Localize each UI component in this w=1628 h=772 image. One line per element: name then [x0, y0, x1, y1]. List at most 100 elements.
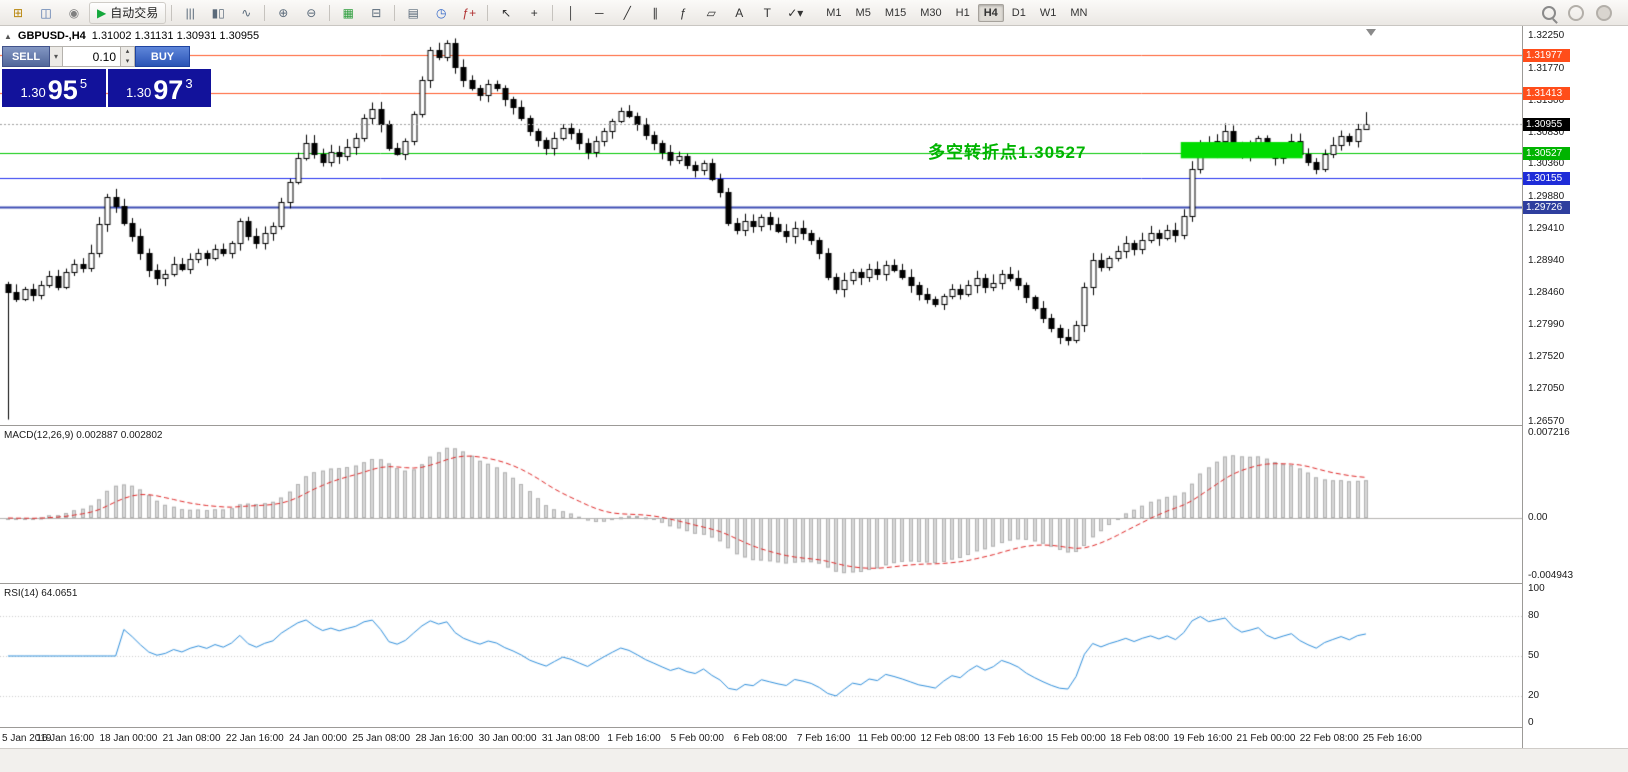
fibonacci-icon: ƒ: [679, 5, 687, 20]
toolbar-separator: [394, 4, 396, 21]
vertical-line-icon[interactable]: │: [558, 3, 584, 23]
trade-prices-row: 1.30 95 5 1.30 97 3: [2, 69, 211, 107]
price-axis-label: 1.31300: [1528, 94, 1565, 106]
trendline-icon: ╱: [623, 5, 631, 20]
sell-button[interactable]: SELL: [2, 46, 50, 67]
lot-dropdown-button[interactable]: ▾: [50, 46, 63, 67]
bar-chart-icon[interactable]: |||: [177, 3, 203, 23]
profiles-icon[interactable]: ◉: [61, 3, 87, 23]
candlestick-chart-icon[interactable]: ▮▯: [205, 3, 231, 23]
toolbar-separator: [264, 4, 266, 21]
time-axis-label: 1 Feb 16:00: [607, 733, 661, 744]
indicators-icon[interactable]: ƒ+: [456, 3, 482, 23]
search-icon[interactable]: [1542, 5, 1556, 20]
cursor-icon[interactable]: ↖: [493, 3, 519, 23]
grid-icon[interactable]: ▦: [335, 3, 361, 23]
templates-icon[interactable]: ▤: [400, 3, 426, 23]
buy-price-big: 97: [153, 75, 184, 105]
buy-button[interactable]: BUY: [135, 46, 190, 67]
toolbar-separator: [171, 4, 173, 21]
new-chart-icon: ◫: [40, 5, 52, 20]
price-badge: 1.30527: [1523, 147, 1570, 161]
lot-size-input[interactable]: [63, 46, 121, 67]
macd-axis-label: 0.007216: [1528, 427, 1570, 438]
toolbar-search-area: [1542, 4, 1624, 21]
time-axis[interactable]: 5 Jan 2019 16 Jan 16:00 18 Jan 00:00 21 Jan…: [0, 728, 1522, 748]
sell-price-display[interactable]: 1.30 95 5: [2, 69, 106, 107]
price-badge: 1.29726: [1523, 201, 1570, 215]
tile-windows-icon[interactable]: ⊟: [363, 3, 389, 23]
buy-price-main: 1.30: [125, 85, 152, 100]
zoom-in-icon[interactable]: ⊕: [270, 3, 296, 23]
rsi-panel-canvas[interactable]: [0, 584, 1522, 727]
macd-panel-canvas[interactable]: [0, 426, 1522, 583]
time-axis-label: 16 Jan 16:00: [36, 733, 95, 744]
help-icon[interactable]: [1596, 4, 1612, 21]
cursor-icon: ↖: [501, 5, 512, 20]
trade-controls-row: SELL ▾ ▴ ▾ BUY: [2, 46, 211, 67]
price-axis-label: 1.29880: [1528, 191, 1565, 202]
rsi-indicator-label: RSI(14) 64.0651: [4, 588, 78, 599]
panel-separator[interactable]: [0, 583, 1628, 584]
text-icon[interactable]: A: [726, 3, 752, 23]
line-chart-icon: ∿: [241, 5, 252, 20]
horizontal-line-icon[interactable]: ─: [586, 3, 612, 23]
time-axis-label: 18 Feb 08:00: [1110, 733, 1170, 744]
macd-axis-label: -0.004943: [1528, 570, 1574, 582]
auto-trading-button[interactable]: ▶ 自动交易: [89, 1, 167, 24]
auto-trading-button-label: 自动交易: [110, 6, 159, 20]
timeframe-w1[interactable]: W1: [1039, 6, 1057, 19]
zoom-out-icon[interactable]: ⊖: [298, 3, 324, 23]
time-axis-label: 30 Jan 00:00: [478, 733, 537, 744]
rsi-axis-label: 0: [1528, 717, 1534, 728]
price-badge: 1.31977: [1523, 48, 1570, 62]
timeframe-m1[interactable]: M1: [826, 6, 842, 19]
shapes-icon[interactable]: ▱: [698, 3, 724, 23]
grid-icon: ▦: [342, 5, 354, 20]
community-icon[interactable]: [1568, 4, 1584, 21]
panel-separator[interactable]: [0, 425, 1628, 426]
time-axis-label: 5 Feb 00:00: [670, 733, 724, 744]
chart-shift-marker[interactable]: [1366, 29, 1376, 36]
period-icon[interactable]: ◷: [428, 3, 454, 23]
timeframe-m5[interactable]: M5: [855, 6, 871, 19]
text-label-icon[interactable]: T: [754, 3, 780, 23]
lot-stepper: ▴ ▾: [121, 46, 135, 67]
new-chart-icon[interactable]: ◫: [33, 3, 59, 23]
price-chart-canvas[interactable]: [0, 26, 1522, 425]
new-order-icon[interactable]: ⊞: [5, 3, 31, 23]
panel-separator: [0, 727, 1628, 728]
one-click-panel-toggle[interactable]: ▲: [4, 31, 12, 41]
rsi-axis-label: 50: [1528, 650, 1540, 661]
price-axis[interactable]: 1.32250 1.31770 1.31300 1.30830 1.30360 1.298…: [1522, 26, 1628, 748]
zoom-in-icon: ⊕: [278, 5, 289, 20]
price-axis-label: 1.28940: [1528, 254, 1565, 266]
timeframe-m15[interactable]: M15: [884, 6, 907, 19]
symbol-ohlc-header: ▲ GBPUSD-,H4 1.31002 1.31131 1.30931 1.3…: [4, 30, 259, 42]
arrows-icon[interactable]: ✓▾: [782, 3, 808, 23]
rsi-axis-label: 20: [1528, 690, 1540, 702]
fibonacci-icon[interactable]: ƒ: [670, 3, 696, 23]
equidistant-channel-icon[interactable]: ∥: [642, 3, 668, 23]
crosshair-icon[interactable]: +: [521, 3, 547, 23]
templates-icon: ▤: [407, 5, 419, 20]
line-chart-icon[interactable]: ∿: [233, 3, 259, 23]
lot-increment-button[interactable]: ▴: [125, 48, 130, 55]
trendline-icon[interactable]: ╱: [614, 3, 640, 23]
tile-windows-icon: ⊟: [371, 5, 382, 20]
timeframe-d1[interactable]: D1: [1011, 6, 1026, 19]
macd-axis-label: 0.00: [1528, 512, 1548, 523]
timeframe-mn[interactable]: MN: [1070, 6, 1088, 19]
timeframe-h1[interactable]: H1: [955, 6, 970, 19]
auto-trading-icon: ▶: [97, 5, 107, 20]
timeframe-m30[interactable]: M30: [920, 6, 942, 19]
time-axis-label: 19 Feb 16:00: [1173, 733, 1233, 744]
lot-decrement-button[interactable]: ▾: [125, 57, 130, 65]
sell-price-sup: 5: [79, 76, 88, 91]
buy-price-display[interactable]: 1.30 97 3: [107, 69, 211, 107]
price-axis-label: 1.27050: [1528, 383, 1565, 395]
period-icon: ◷: [436, 5, 447, 20]
text-icon: A: [735, 5, 744, 20]
timeframe-h4[interactable]: H4: [977, 3, 1004, 22]
